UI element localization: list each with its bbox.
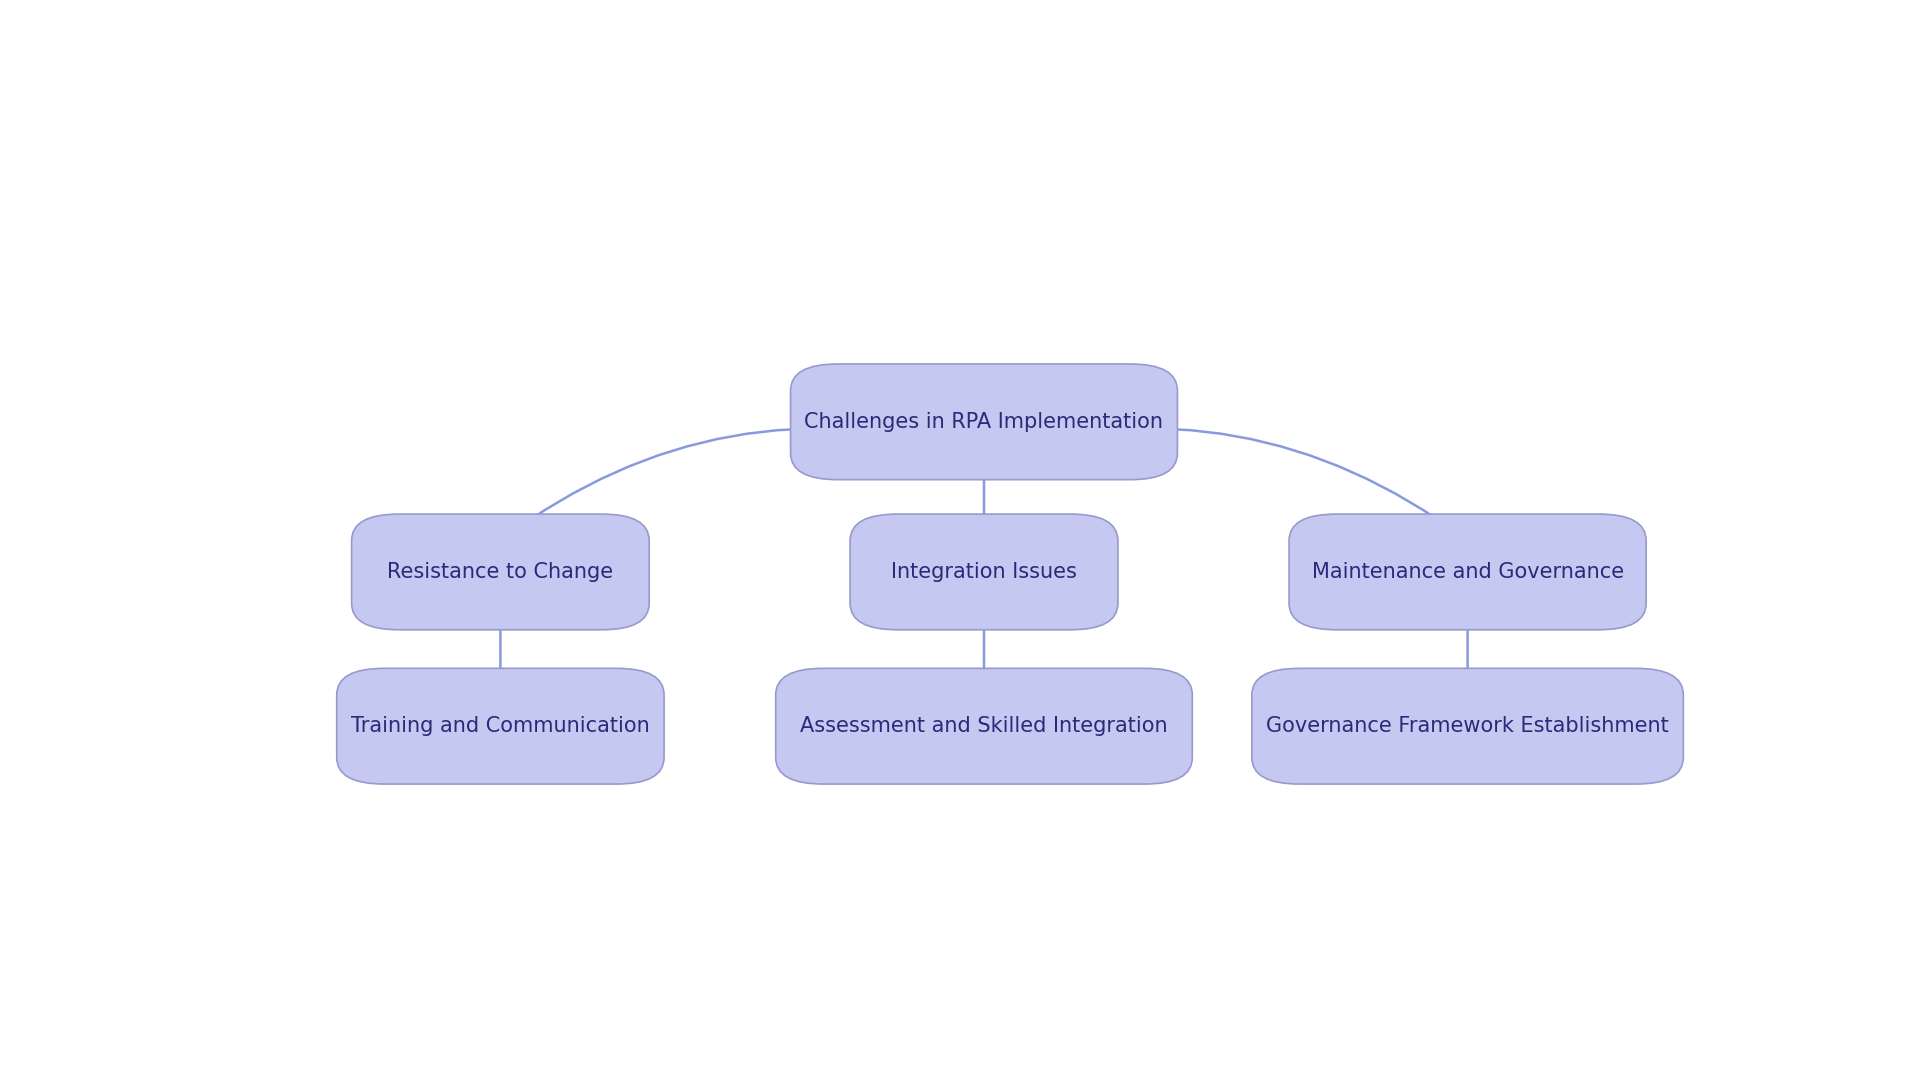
Text: Integration Issues: Integration Issues xyxy=(891,562,1077,582)
FancyBboxPatch shape xyxy=(336,668,664,784)
Text: Assessment and Skilled Integration: Assessment and Skilled Integration xyxy=(801,716,1167,736)
FancyBboxPatch shape xyxy=(351,514,649,630)
Text: Challenges in RPA Implementation: Challenges in RPA Implementation xyxy=(804,412,1164,432)
Text: Training and Communication: Training and Communication xyxy=(351,716,649,736)
Text: Maintenance and Governance: Maintenance and Governance xyxy=(1311,562,1624,582)
FancyBboxPatch shape xyxy=(776,668,1192,784)
FancyBboxPatch shape xyxy=(791,364,1177,480)
FancyBboxPatch shape xyxy=(1252,668,1684,784)
Text: Governance Framework Establishment: Governance Framework Establishment xyxy=(1265,716,1668,736)
FancyBboxPatch shape xyxy=(851,514,1117,630)
FancyBboxPatch shape xyxy=(1288,514,1645,630)
Text: Resistance to Change: Resistance to Change xyxy=(388,562,614,582)
